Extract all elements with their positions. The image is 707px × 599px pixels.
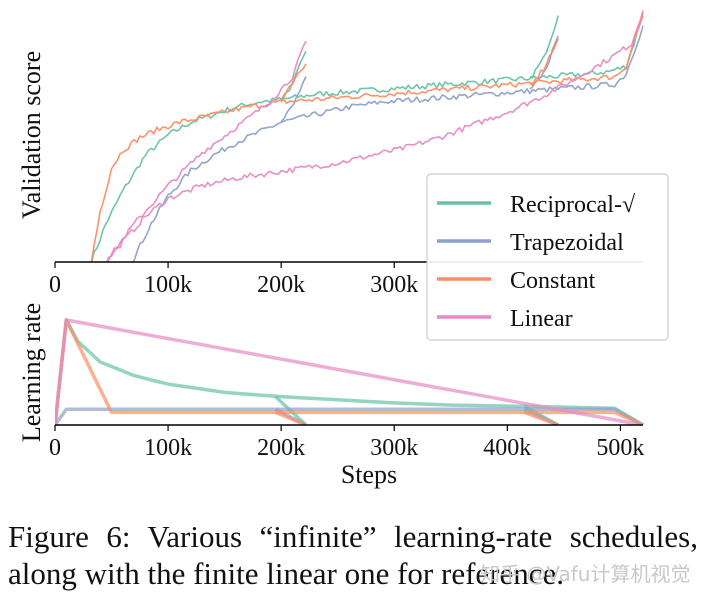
x-tick-label: 300k	[370, 272, 418, 298]
legend-label-linear: Linear	[510, 306, 573, 332]
series-line-trapezoidal	[55, 407, 644, 425]
x-tick-label: 100k	[144, 272, 192, 298]
figure-caption: Figure 6: Various “infinite” learning-ra…	[8, 519, 698, 591]
learning-rate-chart: 0 100k 200k 300k 400k 500k Learning rate Steps	[17, 303, 644, 489]
x-tick-label: 200k	[257, 435, 305, 461]
y-axis-label: Validation score	[17, 51, 46, 219]
series-line-constant-decay-420k	[529, 38, 559, 85]
validation-score-chart: 0 100k 200k 300k Validation score	[17, 10, 644, 298]
legend-label-constant: Constant	[510, 268, 596, 294]
figure: 0 100k 200k 300k Validation score 0 100k 200k 3…	[17, 10, 669, 489]
series-line-reciprocal-decay-420k	[529, 15, 559, 79]
legend: Reciprocal-√ Trapezoidal Constant Linear	[426, 173, 669, 341]
series-line-constant	[90, 15, 644, 262]
x-tick-label: 400k	[483, 435, 531, 461]
legend-label-reciprocal: Reciprocal-√	[510, 192, 636, 218]
series-line-trapezoidal-decay-200k	[280, 76, 307, 123]
x-axis-label: Steps	[341, 460, 397, 489]
series-line-linear	[105, 10, 644, 262]
x-tick-label: 0	[49, 435, 61, 461]
legend-label-trapezoidal: Trapezoidal	[510, 230, 624, 256]
series-line-constant-decay-200k	[280, 63, 307, 103]
series-line-linear	[55, 318, 644, 425]
x-tick-label: 100k	[144, 435, 192, 461]
x-tick-label: 300k	[370, 435, 418, 461]
x-tick-label: 500k	[596, 435, 644, 461]
series-line-constant-cooldown-200k	[274, 410, 307, 425]
legend-box	[426, 173, 669, 341]
x-tick-label: 0	[49, 272, 61, 298]
series-line-linear-short-220k	[106, 40, 307, 262]
series-line-constant-cooldown-420k	[523, 410, 559, 425]
series-lines	[90, 10, 644, 262]
series-line-reciprocal	[55, 318, 644, 425]
series-line-reciprocal	[91, 12, 644, 262]
series-lines	[55, 318, 644, 425]
watermark: 知乎 @Vafu计算机视觉	[480, 562, 691, 586]
y-axis-label: Learning rate	[17, 303, 46, 442]
series-line-constant	[55, 318, 644, 425]
series-line-trapezoidal	[132, 25, 644, 262]
x-tick-label: 200k	[257, 272, 305, 298]
